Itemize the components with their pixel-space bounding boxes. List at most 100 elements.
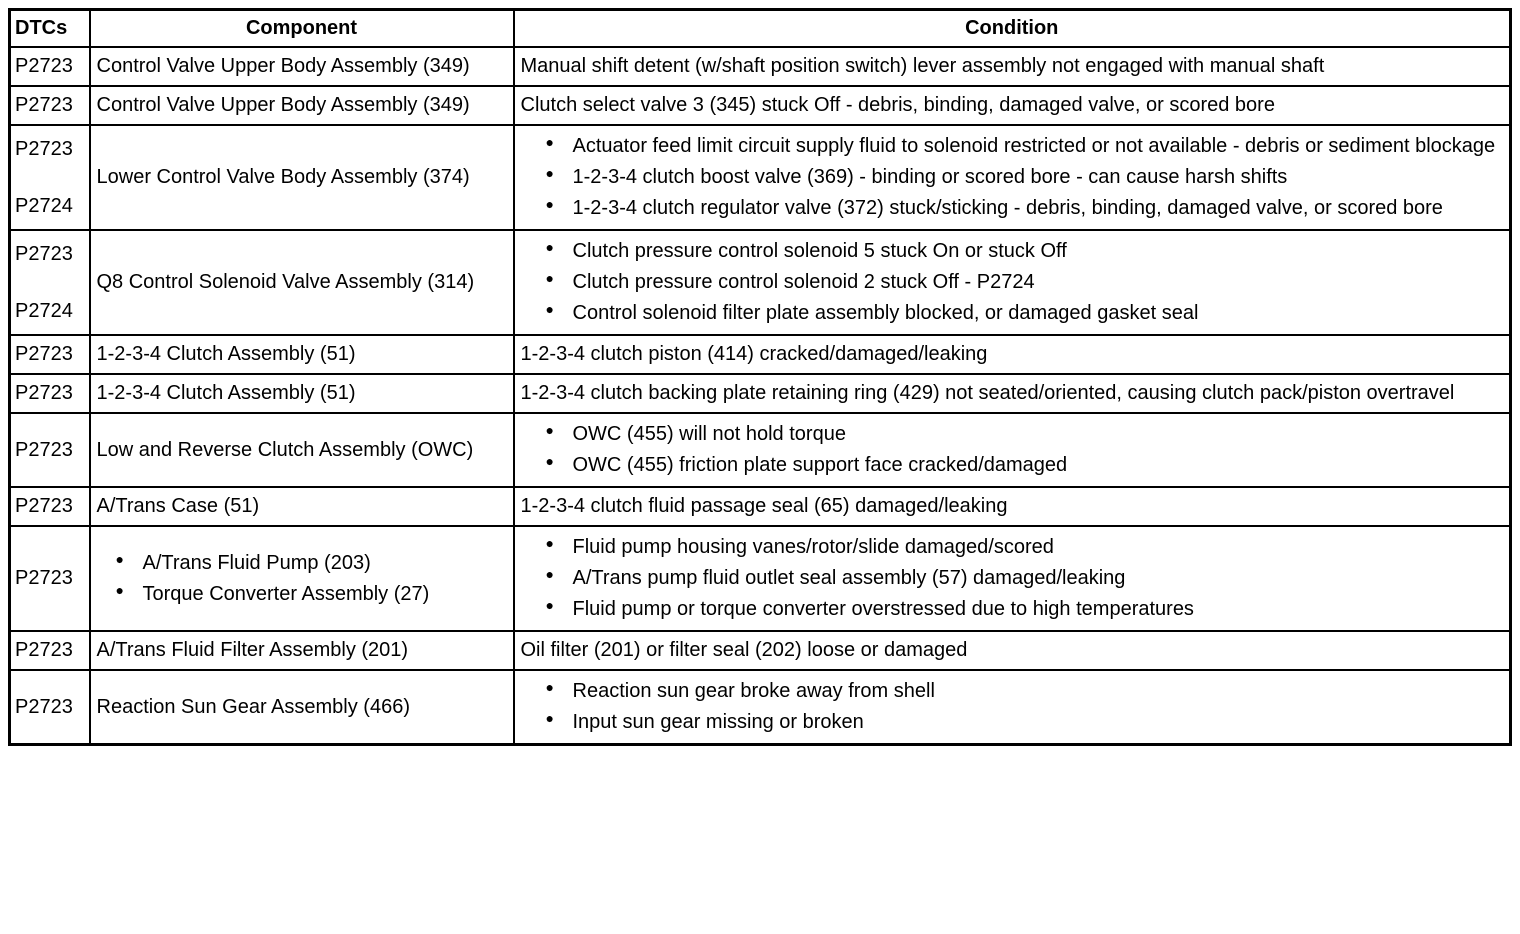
component-cell: 1-2-3-4 Clutch Assembly (51)	[88, 334, 515, 375]
header-condition: Condition	[512, 8, 1512, 48]
dtc-cell: P2723	[8, 525, 91, 632]
component-text: Control Valve Upper Body Assembly (349)	[96, 55, 470, 77]
table-row: P2723 A/Trans Fluid Filter Assembly (201…	[8, 630, 1512, 671]
dtc-code: P2724	[15, 194, 73, 217]
condition-cell: Manual shift detent (w/shaft position sw…	[512, 46, 1512, 87]
condition-cell: 1-2-3-4 clutch fluid passage seal (65) d…	[512, 486, 1512, 527]
dtc-cell: P2723	[8, 412, 91, 488]
header-row: DTCs Component Condition	[8, 8, 1512, 48]
component-bullet-list: A/Trans Fluid Pump (203)Torque Converter…	[97, 549, 473, 609]
component-cell: Control Valve Upper Body Assembly (349)	[88, 46, 515, 87]
dtc-code: P2724	[15, 299, 73, 322]
dtc-code: P2723	[15, 695, 73, 718]
component-text: 1-2-3-4 Clutch Assembly (51)	[96, 343, 356, 365]
dtc-cell: P2723	[8, 630, 91, 671]
dtc-code: P2723	[15, 94, 73, 116]
condition-bullet-item: Reaction sun gear broke away from shell	[546, 677, 1504, 706]
condition-cell: 1-2-3-4 clutch backing plate retaining r…	[512, 373, 1512, 414]
table-row: P2723 P2724 Q8 Control Solenoid Valve Ass…	[8, 229, 1512, 336]
component-cell: A/Trans Fluid Filter Assembly (201)	[88, 630, 515, 671]
component-cell: Q8 Control Solenoid Valve Assembly (314)	[88, 229, 515, 336]
condition-bullet-item: 1-2-3-4 clutch boost valve (369) - bindi…	[546, 163, 1504, 192]
component-cell: A/Trans Fluid Pump (203)Torque Converter…	[88, 525, 515, 632]
dtc-code: P2723	[15, 495, 73, 517]
component-text: Lower Control Valve Body Assembly (374)	[96, 166, 470, 188]
dtc-cell: P2723	[8, 334, 91, 375]
component-text: A/Trans Case (51)	[96, 495, 260, 517]
dtc-code: P2723	[15, 567, 73, 589]
condition-text: 1-2-3-4 clutch piston (414) cracked/dama…	[520, 343, 988, 365]
condition-bullet-item: Fluid pump or torque converter overstres…	[546, 595, 1504, 624]
condition-bullet-item: 1-2-3-4 clutch regulator valve (372) stu…	[546, 194, 1504, 223]
dtc-cell: P2723	[8, 669, 91, 746]
dtc-code: P2723	[15, 137, 73, 160]
dtc-code: P2723	[15, 55, 73, 77]
dtc-code: P2723	[15, 639, 73, 661]
condition-cell: Actuator feed limit circuit supply fluid…	[512, 124, 1512, 231]
component-text: 1-2-3-4 Clutch Assembly (51)	[96, 382, 356, 404]
component-cell: Control Valve Upper Body Assembly (349)	[88, 85, 515, 126]
component-cell: Reaction Sun Gear Assembly (466)	[88, 669, 515, 746]
dtc-code: P2723	[15, 343, 73, 365]
dtc-code: P2723	[15, 382, 73, 404]
component-text: A/Trans Fluid Filter Assembly (201)	[96, 639, 409, 661]
component-cell: 1-2-3-4 Clutch Assembly (51)	[88, 373, 515, 414]
condition-bullet-item: OWC (455) will not hold torque	[546, 420, 1504, 449]
component-cell: Low and Reverse Clutch Assembly (OWC)	[88, 412, 515, 488]
condition-bullet-item: Input sun gear missing or broken	[546, 708, 1504, 737]
condition-bullet-list: OWC (455) will not hold torqueOWC (455) …	[521, 420, 1504, 480]
condition-cell: Clutch pressure control solenoid 5 stuck…	[512, 229, 1512, 336]
dtc-cell: P2723	[8, 46, 91, 87]
table-row: P2723 P2724 Lower Control Valve Body Asse…	[8, 124, 1512, 231]
dtc-cell: P2723	[8, 85, 91, 126]
component-text: Reaction Sun Gear Assembly (466)	[96, 695, 411, 718]
header-dtcs: DTCs	[8, 8, 91, 48]
condition-bullet-item: A/Trans pump fluid outlet seal assembly …	[546, 564, 1504, 593]
component-cell: A/Trans Case (51)	[88, 486, 515, 527]
condition-bullet-item: Clutch pressure control solenoid 2 stuck…	[546, 268, 1504, 297]
condition-bullet-item: Control solenoid filter plate assembly b…	[546, 299, 1504, 328]
component-text: Q8 Control Solenoid Valve Assembly (314)	[96, 271, 475, 293]
condition-text: 1-2-3-4 clutch fluid passage seal (65) d…	[520, 495, 1008, 517]
condition-bullet-list: Reaction sun gear broke away from shellI…	[521, 677, 1504, 737]
dtc-code: P2723	[15, 242, 73, 265]
component-bullet-item: A/Trans Fluid Pump (203)	[116, 549, 473, 578]
condition-bullet-item: OWC (455) friction plate support face cr…	[546, 451, 1504, 480]
table-row: P2723 Low and Reverse Clutch Assembly (O…	[8, 412, 1512, 488]
dtc-cell: P2723	[8, 486, 91, 527]
dtc-code: P2723	[15, 438, 73, 461]
component-cell: Lower Control Valve Body Assembly (374)	[88, 124, 515, 231]
condition-bullet-item: Fluid pump housing vanes/rotor/slide dam…	[546, 533, 1504, 562]
condition-bullet-list: Fluid pump housing vanes/rotor/slide dam…	[521, 533, 1504, 624]
table-row: P2723 1-2-3-4 Clutch Assembly (51) 1-2-3…	[8, 373, 1512, 414]
table-row: P2723 Control Valve Upper Body Assembly …	[8, 46, 1512, 87]
condition-cell: 1-2-3-4 clutch piston (414) cracked/dama…	[512, 334, 1512, 375]
dtc-cell: P2723 P2724	[8, 124, 91, 231]
condition-bullet-item: Actuator feed limit circuit supply fluid…	[546, 132, 1504, 161]
dtc-cell: P2723	[8, 373, 91, 414]
component-bullet-item: Torque Converter Assembly (27)	[116, 580, 473, 609]
table-row: P2723 A/Trans Case (51) 1-2-3-4 clutch f…	[8, 486, 1512, 527]
dtc-table: DTCs Component Condition P2723 Control V…	[8, 8, 1512, 746]
condition-text: Manual shift detent (w/shaft position sw…	[520, 55, 1325, 77]
condition-bullet-list: Clutch pressure control solenoid 5 stuck…	[521, 237, 1504, 328]
condition-cell: OWC (455) will not hold torqueOWC (455) …	[512, 412, 1512, 488]
condition-bullet-list: Actuator feed limit circuit supply fluid…	[521, 132, 1504, 223]
condition-cell: Oil filter (201) or filter seal (202) lo…	[512, 630, 1512, 671]
header-component: Component	[88, 8, 515, 48]
condition-bullet-item: Clutch pressure control solenoid 5 stuck…	[546, 237, 1504, 266]
condition-cell: Reaction sun gear broke away from shellI…	[512, 669, 1512, 746]
condition-cell: Fluid pump housing vanes/rotor/slide dam…	[512, 525, 1512, 632]
condition-cell: Clutch select valve 3 (345) stuck Off - …	[512, 85, 1512, 126]
table-row: P2723 Reaction Sun Gear Assembly (466) R…	[8, 669, 1512, 746]
condition-text: Clutch select valve 3 (345) stuck Off - …	[520, 94, 1275, 116]
table-row: P2723 Control Valve Upper Body Assembly …	[8, 85, 1512, 126]
dtc-cell: P2723 P2724	[8, 229, 91, 336]
component-text: Control Valve Upper Body Assembly (349)	[96, 94, 470, 116]
table-row: P2723 1-2-3-4 Clutch Assembly (51) 1-2-3…	[8, 334, 1512, 375]
condition-text: Oil filter (201) or filter seal (202) lo…	[520, 639, 968, 661]
condition-text: 1-2-3-4 clutch backing plate retaining r…	[520, 382, 1455, 404]
table-row: P2723 A/Trans Fluid Pump (203)Torque Con…	[8, 525, 1512, 632]
table-body: P2723 Control Valve Upper Body Assembly …	[8, 46, 1512, 746]
component-text: Low and Reverse Clutch Assembly (OWC)	[96, 438, 474, 461]
